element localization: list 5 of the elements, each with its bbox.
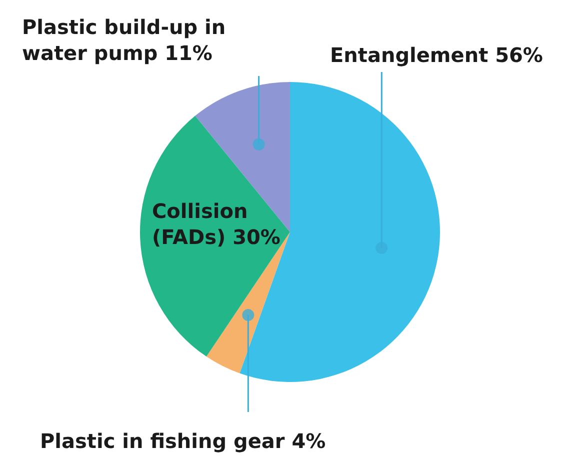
slice-label: Plastic in fishing gear 4%	[40, 429, 326, 453]
slice-label: Plastic build-up in water pump 11%	[22, 15, 226, 65]
pie-slice	[140, 116, 290, 357]
slice-label: Entanglement 56%	[330, 43, 543, 67]
slice-label: Collision (FADs) 30%	[152, 199, 280, 249]
